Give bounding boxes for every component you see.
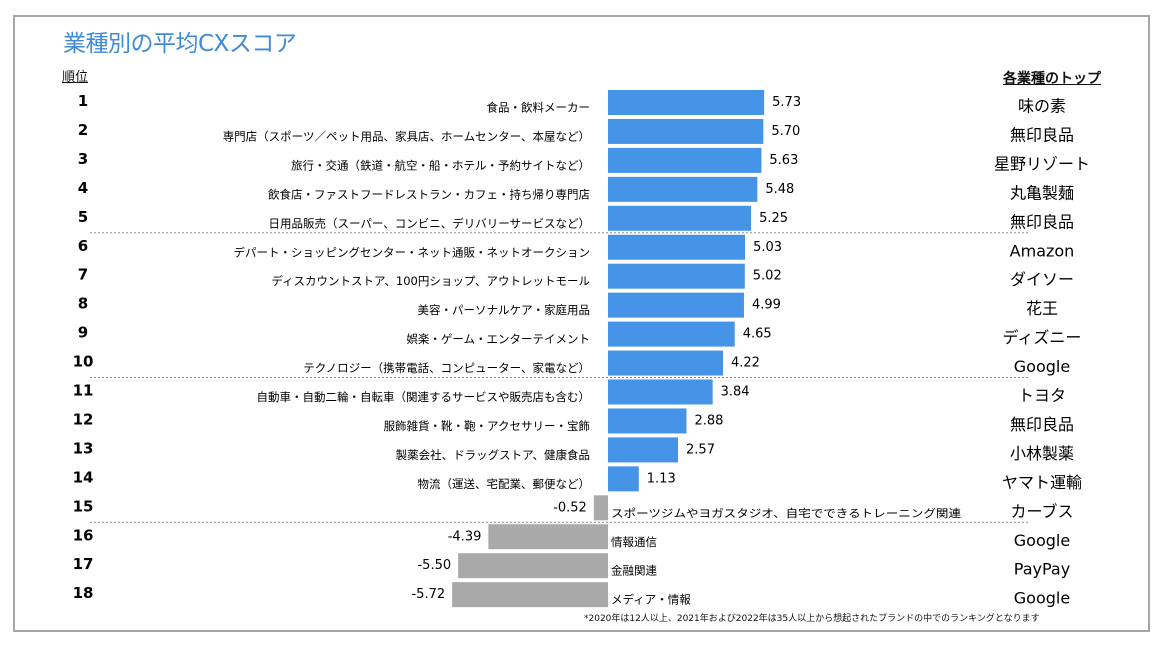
bar-rank-3 bbox=[608, 147, 762, 173]
bar-rank-18 bbox=[452, 582, 608, 608]
top-brand-label: Google bbox=[1014, 589, 1070, 608]
category-label: 旅行・交通（鉄道・航空・船・ホテル・予約サイトなど） bbox=[291, 158, 590, 172]
top-brand-label: ディズニー bbox=[1003, 328, 1082, 347]
value-label: -5.72 bbox=[411, 587, 445, 602]
value-label: 1.13 bbox=[647, 471, 676, 486]
bar-rank-14 bbox=[608, 466, 639, 492]
category-label: 服飾雑貨・靴・鞄・アクセサリー・宝飾 bbox=[384, 419, 590, 433]
value-label: 4.99 bbox=[752, 298, 781, 313]
category-label: 飲食店・ファストフードレストラン・カフェ・持ち帰り専門店 bbox=[268, 187, 590, 201]
value-label: 5.63 bbox=[769, 153, 798, 168]
top-brand-label: PayPay bbox=[1014, 560, 1070, 579]
value-label: 2.88 bbox=[694, 413, 723, 428]
bar-rank-13 bbox=[608, 437, 679, 463]
rank-number: 1 bbox=[78, 92, 88, 110]
category-label: 金融関連 bbox=[611, 564, 657, 578]
bar-rank-2 bbox=[608, 118, 764, 144]
top-brand-label: Google bbox=[1014, 357, 1070, 376]
top-brand-label: 星野リゾート bbox=[994, 154, 1090, 173]
top-brand-label: ヤマト運輸 bbox=[1002, 473, 1082, 492]
bar-rank-12 bbox=[608, 408, 687, 434]
category-label: 日用品販売（スーパー、コンビニ、デリバリーサービスなど） bbox=[268, 216, 590, 230]
category-label: 娯楽・ゲーム・エンターテイメント bbox=[406, 332, 590, 346]
bar-rank-4 bbox=[608, 176, 758, 202]
category-label: 美容・パーソナルケア・家庭用品 bbox=[418, 303, 591, 317]
top-brand-label: 味の素 bbox=[1018, 97, 1066, 116]
rank-number: 15 bbox=[73, 497, 94, 515]
category-label: ディスカウントストア、100円ショップ、アウトレットモール bbox=[271, 274, 590, 288]
value-label: 3.84 bbox=[721, 385, 750, 400]
category-label: 情報通信 bbox=[611, 535, 657, 549]
bar-rank-8 bbox=[608, 292, 744, 318]
category-label: 自動車・自動二輪・自転車（関連するサービスや販売店も含む） bbox=[257, 390, 591, 404]
bar-rank-10 bbox=[608, 350, 723, 376]
value-label: 2.57 bbox=[686, 442, 715, 457]
category-label: 食品・飲料メーカー bbox=[487, 101, 591, 115]
top-brand-label: 丸亀製麺 bbox=[1010, 183, 1074, 202]
value-label: 4.65 bbox=[743, 327, 772, 342]
bar-rank-16 bbox=[488, 524, 608, 550]
top-brand-label: カーブス bbox=[1010, 502, 1073, 521]
rank-number: 11 bbox=[73, 382, 94, 400]
rank-number: 9 bbox=[78, 324, 88, 342]
rank-number: 10 bbox=[73, 353, 94, 371]
bar-rank-11 bbox=[608, 379, 713, 405]
bar-rank-9 bbox=[608, 321, 735, 347]
top-brand-label: ダイソー bbox=[1010, 270, 1074, 289]
top-brand-label: 花王 bbox=[1026, 299, 1058, 318]
rank-number: 13 bbox=[73, 439, 94, 457]
category-label: 製薬会社、ドラッグストア、健康食品 bbox=[396, 448, 590, 462]
category-label: テクノロジー（携帯電話、コンピューター、家電など） bbox=[303, 361, 590, 375]
value-label: 5.70 bbox=[771, 124, 800, 139]
rank-number: 14 bbox=[73, 468, 94, 486]
value-label: 5.03 bbox=[753, 240, 782, 255]
rank-number: 16 bbox=[73, 526, 94, 544]
top-brand-column-header: 各業種のトップ bbox=[1003, 71, 1101, 87]
rank-number: 4 bbox=[78, 179, 88, 197]
top-brand-label: 小林製薬 bbox=[1010, 444, 1074, 463]
bar-rank-5 bbox=[608, 205, 752, 231]
rank-number: 8 bbox=[78, 295, 88, 313]
bar-rank-1 bbox=[608, 90, 765, 115]
value-label: -0.52 bbox=[553, 500, 587, 515]
value-label: 4.22 bbox=[731, 356, 760, 371]
category-label: デパート・ショッピングセンター・ネット通販・ネットオークション bbox=[234, 245, 591, 259]
bar-rank-7 bbox=[608, 263, 745, 289]
rank-number: 18 bbox=[73, 584, 94, 602]
category-label: 物流（運送、宅配業、郵便など） bbox=[418, 477, 591, 491]
rank-number: 5 bbox=[78, 208, 88, 226]
value-label: -5.50 bbox=[417, 558, 451, 573]
rank-number: 3 bbox=[78, 150, 88, 168]
bar-rank-6 bbox=[608, 234, 746, 260]
top-brand-label: Amazon bbox=[1010, 241, 1075, 260]
value-label: -4.39 bbox=[448, 529, 482, 544]
category-label: 専門店（スポーツ／ペット用品、家具店、ホームセンター、本屋など） bbox=[223, 129, 590, 143]
footnote: *2020年は12人以上、2021年および2022年は35人以上から想起されたブ… bbox=[584, 614, 1040, 624]
chart-title: 業種別の平均CXスコア bbox=[63, 31, 297, 57]
value-label: 5.48 bbox=[765, 182, 794, 197]
rank-number: 6 bbox=[78, 237, 88, 255]
top-brand-label: 無印良品 bbox=[1010, 415, 1074, 434]
value-label: 5.02 bbox=[753, 269, 782, 284]
rank-column-header: 順位 bbox=[62, 70, 89, 85]
bar-rank-15 bbox=[593, 495, 608, 521]
bar-rank-17 bbox=[458, 553, 608, 579]
value-label: 5.25 bbox=[759, 211, 788, 226]
top-brand-label: トヨタ bbox=[1018, 386, 1066, 405]
top-brand-label: Google bbox=[1014, 531, 1070, 550]
rank-number: 2 bbox=[78, 121, 88, 139]
category-label: メディア・情報 bbox=[611, 593, 691, 607]
rank-number: 7 bbox=[78, 266, 88, 284]
category-label: スポーツジムやヨガスタジオ、自宅でできるトレーニング関連 bbox=[611, 506, 961, 520]
value-label: 5.73 bbox=[772, 95, 801, 110]
top-brand-label: 無印良品 bbox=[1010, 125, 1074, 144]
top-brand-label: 無印良品 bbox=[1010, 212, 1074, 231]
rank-number: 17 bbox=[73, 555, 94, 573]
rank-number: 12 bbox=[73, 410, 94, 428]
